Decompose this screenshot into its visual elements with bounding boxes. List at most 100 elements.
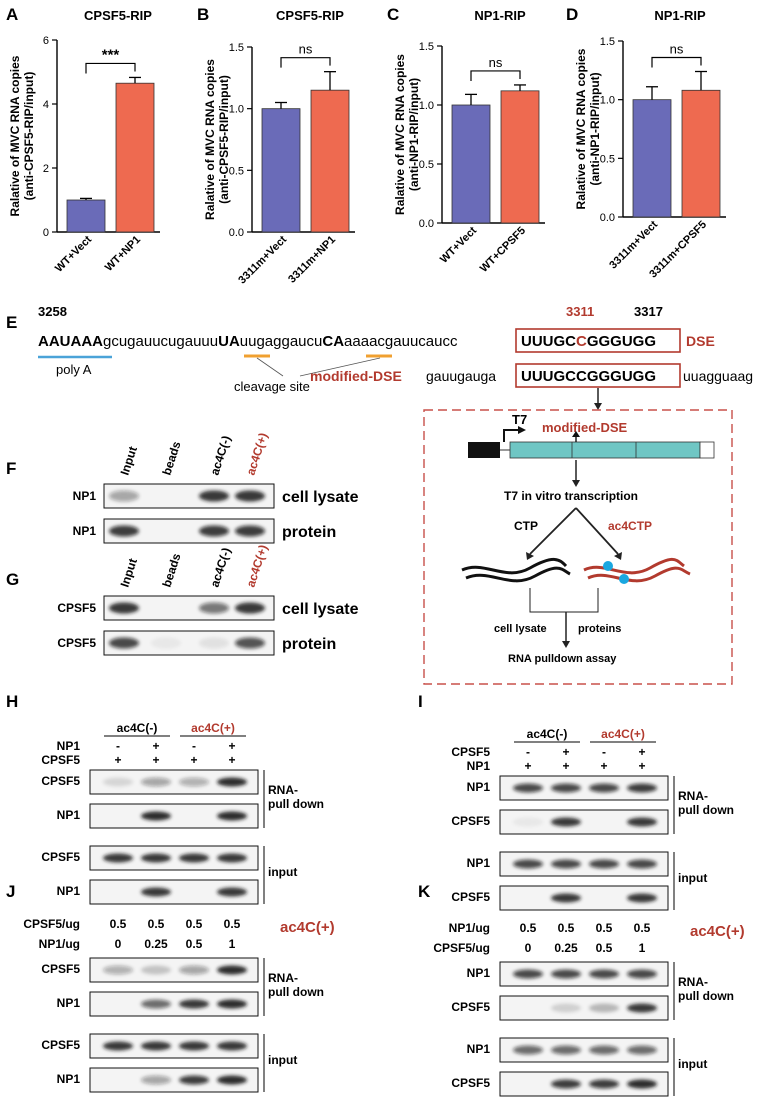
significance-bracket bbox=[280, 57, 331, 68]
cleavage-pointer-2 bbox=[299, 357, 381, 377]
bar bbox=[451, 104, 491, 224]
seq-part-2: uugaggaucu bbox=[240, 333, 323, 350]
cleavage-ua: UA bbox=[218, 333, 240, 350]
arrow-ctp bbox=[529, 507, 577, 555]
t7-label: T7 bbox=[512, 412, 527, 427]
pos-3311: 3311 bbox=[566, 304, 594, 319]
significance-label: ns bbox=[670, 42, 684, 57]
row-label: NP1 bbox=[57, 996, 81, 1010]
category-label: WT+CPSF5 bbox=[478, 225, 528, 275]
cleavage-ca: CA bbox=[322, 333, 344, 350]
blot-band bbox=[217, 887, 247, 897]
blot-band bbox=[551, 1045, 581, 1055]
condition-row-label: CPSF5/ug bbox=[23, 917, 80, 931]
blot-band bbox=[103, 1041, 133, 1051]
panel-label-j: J bbox=[6, 882, 15, 901]
arrow-head-3 bbox=[562, 641, 570, 648]
lane-label: ac4C(+) bbox=[244, 543, 271, 589]
cleavage-pointer-1 bbox=[256, 357, 284, 377]
y-axis-label-line: Ralative of MVC RNA copies bbox=[203, 59, 217, 220]
panel-label-b: B bbox=[197, 5, 209, 24]
condition-value: + bbox=[600, 759, 607, 773]
significance-label: ns bbox=[299, 42, 313, 57]
row-label: NP1 bbox=[73, 489, 97, 503]
chart-title: NP1-RIP bbox=[474, 8, 526, 23]
condition-value: + bbox=[638, 759, 645, 773]
row-label: CPSF5 bbox=[451, 890, 490, 904]
condition-value: - bbox=[192, 739, 196, 753]
y-tick-label: 1.5 bbox=[419, 41, 434, 53]
condition-value: 1 bbox=[229, 937, 236, 951]
group-label-minus: ac4C(-) bbox=[527, 727, 568, 741]
dse-sequence: UUUGCCGGGUGG bbox=[521, 333, 656, 350]
blot-band bbox=[551, 1003, 581, 1013]
lane-label: beads bbox=[160, 551, 184, 589]
blot-band bbox=[141, 999, 171, 1009]
lane-label: ac4C(+) bbox=[244, 431, 271, 477]
significance-bracket bbox=[470, 70, 521, 81]
bar bbox=[115, 82, 155, 233]
blot-band bbox=[627, 969, 657, 979]
blot-band bbox=[141, 1075, 171, 1085]
y-tick-label: 1.5 bbox=[229, 42, 244, 54]
schematic-mod-dse: modified-DSE bbox=[542, 420, 628, 435]
panel-letters: A B C D E F G H I J K bbox=[6, 5, 578, 901]
panel-label-e: E bbox=[6, 313, 17, 332]
blot-band bbox=[627, 1045, 657, 1055]
condition-row-label: NP1 bbox=[57, 739, 81, 753]
chart-b: CPSF5-RIP 0.0 0.5 1.0 1.5 Ralative of MVC RNA… bbox=[203, 8, 355, 286]
y-axis-label-line: Ralative of MVC RNA copies bbox=[8, 55, 22, 216]
blot-band bbox=[217, 999, 247, 1009]
blot-band bbox=[103, 777, 133, 787]
y-tick-label: 0.5 bbox=[419, 159, 434, 171]
blot-band bbox=[199, 602, 229, 614]
blot-band bbox=[103, 965, 133, 975]
blot-band bbox=[551, 859, 581, 869]
condition-value: + bbox=[152, 753, 159, 767]
panel-label-a: A bbox=[6, 5, 18, 24]
blot-band bbox=[141, 811, 171, 821]
proteins-label: proteins bbox=[578, 623, 621, 635]
panel-label-f: F bbox=[6, 459, 16, 478]
y-tick-label: 1.5 bbox=[600, 36, 615, 48]
mod-arrow-head bbox=[572, 431, 580, 437]
bar bbox=[632, 99, 672, 218]
category-label: 3311m+Vect bbox=[607, 218, 660, 271]
condition-value: 0.5 bbox=[596, 921, 613, 935]
input-label: input bbox=[678, 1057, 707, 1071]
blot-band bbox=[109, 637, 139, 649]
pulldown-label: RNA- bbox=[268, 971, 298, 985]
modified-dse-box bbox=[515, 363, 681, 388]
significance-label: *** bbox=[102, 46, 120, 63]
row-label: CPSF5 bbox=[41, 774, 80, 788]
blot-band bbox=[551, 969, 581, 979]
condition-value: 0.5 bbox=[520, 921, 537, 935]
dna-sequence: AAUAAAgcugauucugauuuUAuugaggaucuCAaaaacg… bbox=[38, 333, 458, 350]
y-tick-label: 1.0 bbox=[419, 100, 434, 112]
blot-band bbox=[551, 893, 581, 903]
y-axis-label: Ralative of MVC RNA copies(anti-CPSF5-RI… bbox=[8, 55, 36, 216]
blot-band bbox=[513, 1045, 543, 1055]
blot-band bbox=[589, 783, 619, 793]
row-label: CPSF5 bbox=[41, 962, 80, 976]
sequence-panel: 3258 3311 3317 AAUAAAgcugauucugauuuUAuug… bbox=[38, 304, 753, 394]
t7-arrow-head bbox=[518, 426, 526, 434]
arrow-head-1 bbox=[594, 403, 602, 410]
blot-band bbox=[627, 817, 657, 827]
transcription-label: T7 in vitro transcription bbox=[504, 489, 638, 503]
y-tick-label: 0.5 bbox=[229, 165, 244, 177]
blot-band bbox=[217, 1075, 247, 1085]
rna-strand-1 bbox=[461, 558, 568, 575]
blot-band bbox=[151, 637, 181, 649]
polya-signal: AAUAAA bbox=[38, 333, 103, 350]
condition-value: + bbox=[524, 759, 531, 773]
row-label: CPSF5 bbox=[41, 850, 80, 864]
blot-band bbox=[179, 999, 209, 1009]
condition-tag: ac4C(+) bbox=[280, 919, 335, 936]
blot-band bbox=[199, 490, 229, 502]
blot-band bbox=[179, 1041, 209, 1051]
panel-label-i: I bbox=[418, 692, 423, 711]
terminator-block bbox=[699, 441, 715, 459]
condition-value: + bbox=[638, 745, 645, 759]
blot-band bbox=[627, 1079, 657, 1089]
